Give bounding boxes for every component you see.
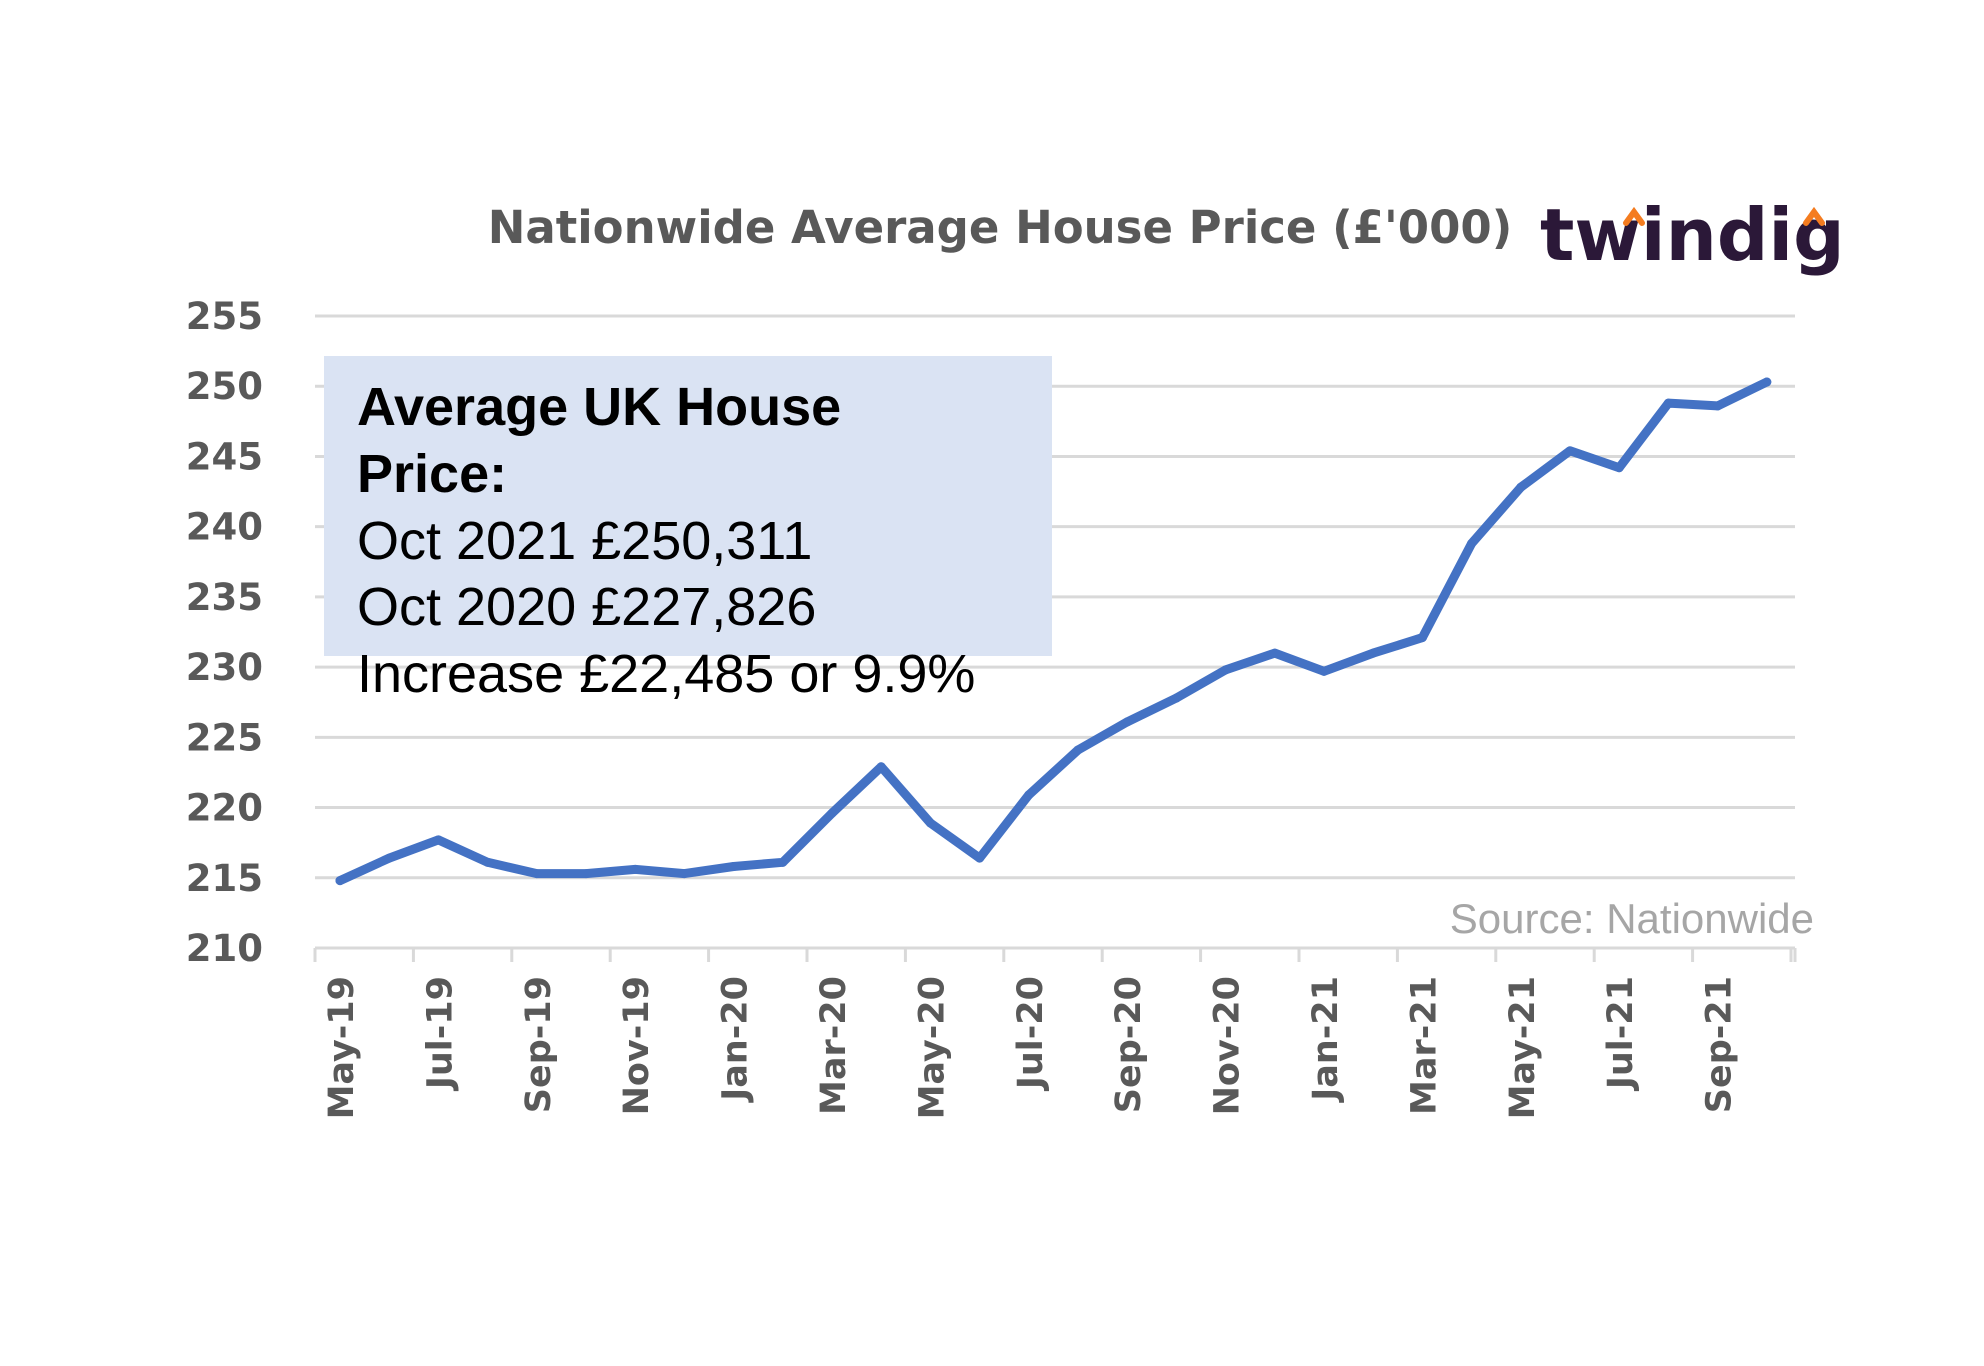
data-point	[483, 857, 493, 867]
x-tick-label: Sep-19	[519, 976, 559, 1113]
data-point	[1663, 398, 1673, 408]
y-tick-label: 250	[186, 365, 263, 408]
annotation-heading-line2: Price:	[357, 444, 507, 504]
x-tick-label: May-21	[1503, 976, 1543, 1119]
data-point	[1368, 648, 1378, 658]
source-note: Source: Nationwide	[1450, 895, 1814, 942]
y-tick-label: 210	[186, 927, 263, 970]
data-point	[1516, 482, 1526, 492]
data-point	[384, 853, 394, 863]
data-point	[1762, 377, 1772, 387]
data-point	[975, 853, 985, 863]
x-tick-label: May-20	[912, 976, 952, 1119]
data-point	[630, 864, 640, 874]
data-point	[581, 869, 591, 879]
y-tick-label: 245	[186, 435, 263, 478]
data-point	[1073, 745, 1083, 755]
x-tick-label: Jul-21	[1601, 976, 1641, 1091]
data-point	[1171, 693, 1181, 703]
data-point	[1565, 446, 1575, 456]
x-tick-label: Mar-20	[814, 976, 854, 1115]
data-point	[679, 869, 689, 879]
data-point	[876, 762, 886, 772]
brand-caret-icon	[1803, 206, 1825, 226]
data-point	[925, 818, 935, 828]
data-point	[532, 869, 542, 879]
data-point	[1122, 717, 1132, 727]
series-line	[335, 377, 1772, 886]
y-tick-label: 215	[186, 857, 263, 900]
data-point	[827, 808, 837, 818]
x-tick-label: Jul-19	[420, 976, 460, 1091]
annotation-background	[324, 356, 1052, 656]
data-point	[1614, 463, 1624, 473]
data-point	[1417, 633, 1427, 643]
data-point	[778, 857, 788, 867]
x-tick-label: Mar-21	[1404, 976, 1444, 1115]
x-axis-tick-labels: May-19 Jul-19 Sep-19 Nov-19 Jan-20 Mar-20 May-…	[322, 976, 1740, 1119]
annotation-box: Average UK House Price: Oct 2021 £250,31…	[324, 356, 1052, 704]
data-point	[1467, 539, 1477, 549]
x-tick-label: Nov-20	[1208, 976, 1248, 1115]
data-point	[729, 862, 739, 872]
y-tick-label: 235	[186, 576, 263, 619]
annotation-oct-2021: Oct 2021 £250,311	[357, 511, 812, 571]
annotation-increase: Increase £22,485 or 9.9%	[357, 644, 975, 704]
house-price-line	[335, 377, 1772, 886]
y-tick-label: 255	[186, 295, 263, 338]
y-tick-label: 240	[186, 506, 263, 549]
x-tick-label: Jul-20	[1011, 976, 1051, 1091]
twindig-logo: twindig	[1540, 193, 1845, 277]
y-tick-label: 225	[186, 716, 263, 759]
chart-title: Nationwide Average House Price (£'000)	[488, 201, 1513, 254]
annotation-oct-2020: Oct 2020 £227,826	[357, 577, 816, 637]
brand-caret-icon	[1623, 206, 1645, 226]
x-tick-label: Sep-20	[1109, 976, 1149, 1113]
x-axis	[313, 946, 1797, 962]
data-point	[1024, 790, 1034, 800]
twindig-wordmark: twindig	[1540, 193, 1845, 277]
y-axis-ticks: 210 215 220 225 230 235 240 245 250 255	[186, 295, 263, 970]
data-point	[335, 876, 345, 886]
x-tick-label: Jan-21	[1306, 976, 1346, 1103]
y-tick-label: 220	[186, 787, 263, 830]
x-tick-label: Jan-20	[716, 976, 756, 1103]
data-point	[1221, 665, 1231, 675]
data-point	[1319, 666, 1329, 676]
x-tick-label: Sep-21	[1700, 976, 1740, 1113]
data-point	[1270, 648, 1280, 658]
data-point	[433, 835, 443, 845]
x-tick-label: May-19	[322, 976, 362, 1119]
x-tick-label: Nov-19	[617, 976, 657, 1115]
data-point	[1713, 401, 1723, 411]
y-tick-label: 230	[186, 646, 263, 689]
annotation-heading-line1: Average UK House	[357, 377, 841, 437]
